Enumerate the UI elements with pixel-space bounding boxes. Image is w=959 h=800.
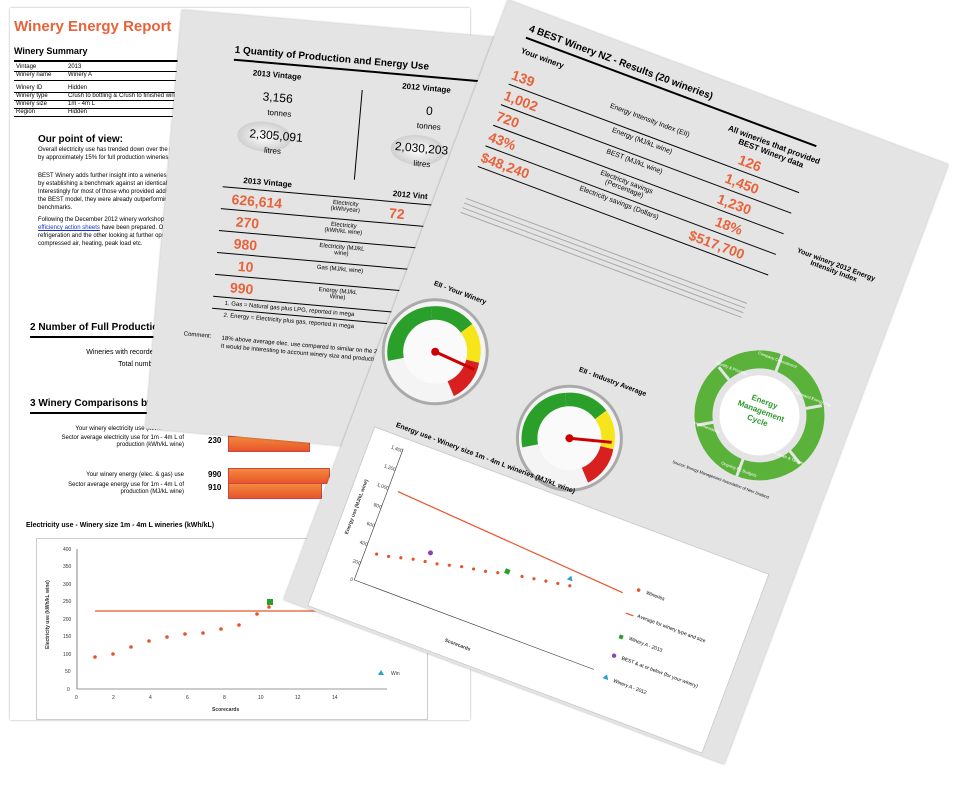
summary-label: Vintage [16, 64, 37, 70]
tonnes-2013: 3,156 [262, 89, 294, 106]
tonnes-2012: 0 [425, 103, 434, 119]
svg-text:1,200: 1,200 [383, 463, 397, 473]
energy-label: Electricity (kWh/kL wine) [324, 221, 363, 237]
summary-value: Crush to bottling & Crush to finished wi… [68, 93, 179, 99]
svg-text:50: 50 [65, 669, 71, 675]
svg-text:2: 2 [112, 695, 115, 701]
section2-heading: 2 Number of Full Production Wineries [30, 322, 209, 333]
table-head-2012: 2012 Vint [392, 189, 429, 202]
energy-label: Gas (MJ/kL wine) [316, 264, 364, 275]
pov-heading: Our point of view: [38, 134, 123, 145]
energy-value-2013: 980 [233, 235, 258, 254]
svg-text:100: 100 [63, 652, 72, 658]
svg-text:250: 250 [63, 599, 72, 605]
vintage-2013-label: 2013 Vintage [252, 68, 302, 82]
energy-management-cycle: Energy Management Cycle Company Commitme… [676, 332, 843, 499]
svg-text:Scorecards: Scorecards [212, 707, 239, 713]
energy-value-2013: 270 [235, 213, 260, 232]
pov-text: Following the December 2012 winery works… [38, 217, 169, 223]
svg-text:1,000: 1,000 [376, 482, 390, 492]
summary-value: 1m - 4m L [68, 101, 96, 107]
section3-label: Sector average electricity use for 1m - … [61, 435, 185, 448]
svg-text:Scorecards: Scorecards [444, 638, 472, 653]
vintage-2012-label: 2012 Vintage [401, 81, 452, 95]
section3-bar [228, 468, 330, 484]
eii-label: Your winery 2012 Energy Intensity Index [795, 247, 876, 284]
svg-text:0: 0 [67, 687, 70, 693]
litres-unit: litres [263, 145, 282, 157]
cycle-diagram-svg [694, 350, 825, 481]
svg-text:1,400: 1,400 [390, 445, 404, 455]
svg-text:200: 200 [352, 558, 362, 567]
gauge-your-winery-svg [381, 298, 489, 406]
section3-bar [228, 483, 322, 499]
section3-value: 910 [208, 483, 222, 492]
svg-text:Electricity use (kWh/kL wine): Electricity use (kWh/kL wine) [45, 580, 51, 649]
svg-text:300: 300 [63, 582, 72, 588]
section3-label: Your winery electricity use (kWh/kL wine… [75, 426, 184, 432]
energy-label: Electricity (MJ/kL wine) [319, 242, 365, 258]
report-title: Winery Energy Report [14, 18, 172, 35]
energy-value-2012: 72 [388, 204, 406, 223]
summary-label: Winery type [16, 93, 48, 99]
summary-label: Winery size [16, 101, 48, 107]
energy-value-2013: 626,614 [231, 191, 283, 212]
tonnes-unit: tonnes [416, 120, 442, 132]
tonnes-unit: tonnes [267, 107, 292, 119]
svg-text:800: 800 [373, 502, 383, 511]
section2-label: Wineries with recorded energy use [86, 349, 194, 356]
svg-text:400: 400 [63, 547, 72, 553]
summary-label: Winery name [16, 72, 52, 78]
energy-use-chart: 1,400 1,200 1,000 800 600 400 200 0 Scorecards… [307, 426, 770, 754]
energy-label: Energy (MJ/kL Wine) [318, 286, 358, 302]
energy-value-2013: 990 [229, 279, 254, 298]
comment-label: Comment: [183, 331, 212, 340]
svg-text:4: 4 [149, 695, 152, 701]
summary-label: Winery ID [16, 85, 43, 91]
svg-text:150: 150 [63, 634, 72, 640]
energy-value-2013: 10 [237, 257, 255, 276]
pov-paragraph: BEST Winery adds further insight into a … [38, 173, 204, 211]
litres-unit: litres [413, 158, 431, 170]
svg-text:0: 0 [349, 577, 354, 584]
pov-paragraph: Overall electricity use has trended down… [38, 147, 203, 161]
section3-label: Your winery energy (elec. & gas) use [86, 472, 184, 478]
svg-text:200: 200 [63, 617, 72, 623]
energy-label: Electricity (kWh/year) [330, 199, 361, 215]
svg-text:10: 10 [258, 695, 264, 701]
table-head-2013: 2013 Vintage [242, 176, 293, 190]
svg-text:8: 8 [223, 695, 226, 701]
chart1-title: Electricity use - Winery size 1m - 4m L … [26, 522, 215, 529]
section3-value: 230 [208, 436, 222, 445]
gauge-your-winery [364, 281, 506, 423]
svg-text:14: 14 [332, 695, 338, 701]
energy-use-chart-svg: 1,400 1,200 1,000 800 600 400 200 0 Scorecards… [344, 445, 641, 681]
svg-text:600: 600 [366, 521, 376, 530]
summary-value: Winery A [68, 72, 93, 78]
gauge-industry-average [499, 367, 641, 509]
summary-label: Region [16, 109, 36, 115]
summary-value: 2013 [68, 64, 82, 70]
svg-text:6: 6 [186, 695, 189, 701]
summary-heading: Winery Summary [14, 46, 88, 56]
pov-text: have been prepared. One on refrigeration… [38, 225, 202, 247]
svg-text:12: 12 [295, 695, 301, 701]
summary-value: Hidden [68, 85, 88, 91]
section3-value: 990 [208, 470, 222, 479]
summary-value: Hidden [68, 109, 88, 115]
gauge-industry-svg [515, 384, 623, 492]
svg-text:0: 0 [75, 695, 78, 701]
svg-text:350: 350 [63, 564, 72, 570]
svg-text:Win: Win [391, 671, 400, 677]
svg-text:400: 400 [359, 540, 369, 549]
best-results-page: 4 BEST Winery NZ - Results (20 wineries)… [283, 0, 949, 765]
section3-label: Sector average energy use for 1m - 4m L … [68, 482, 184, 495]
